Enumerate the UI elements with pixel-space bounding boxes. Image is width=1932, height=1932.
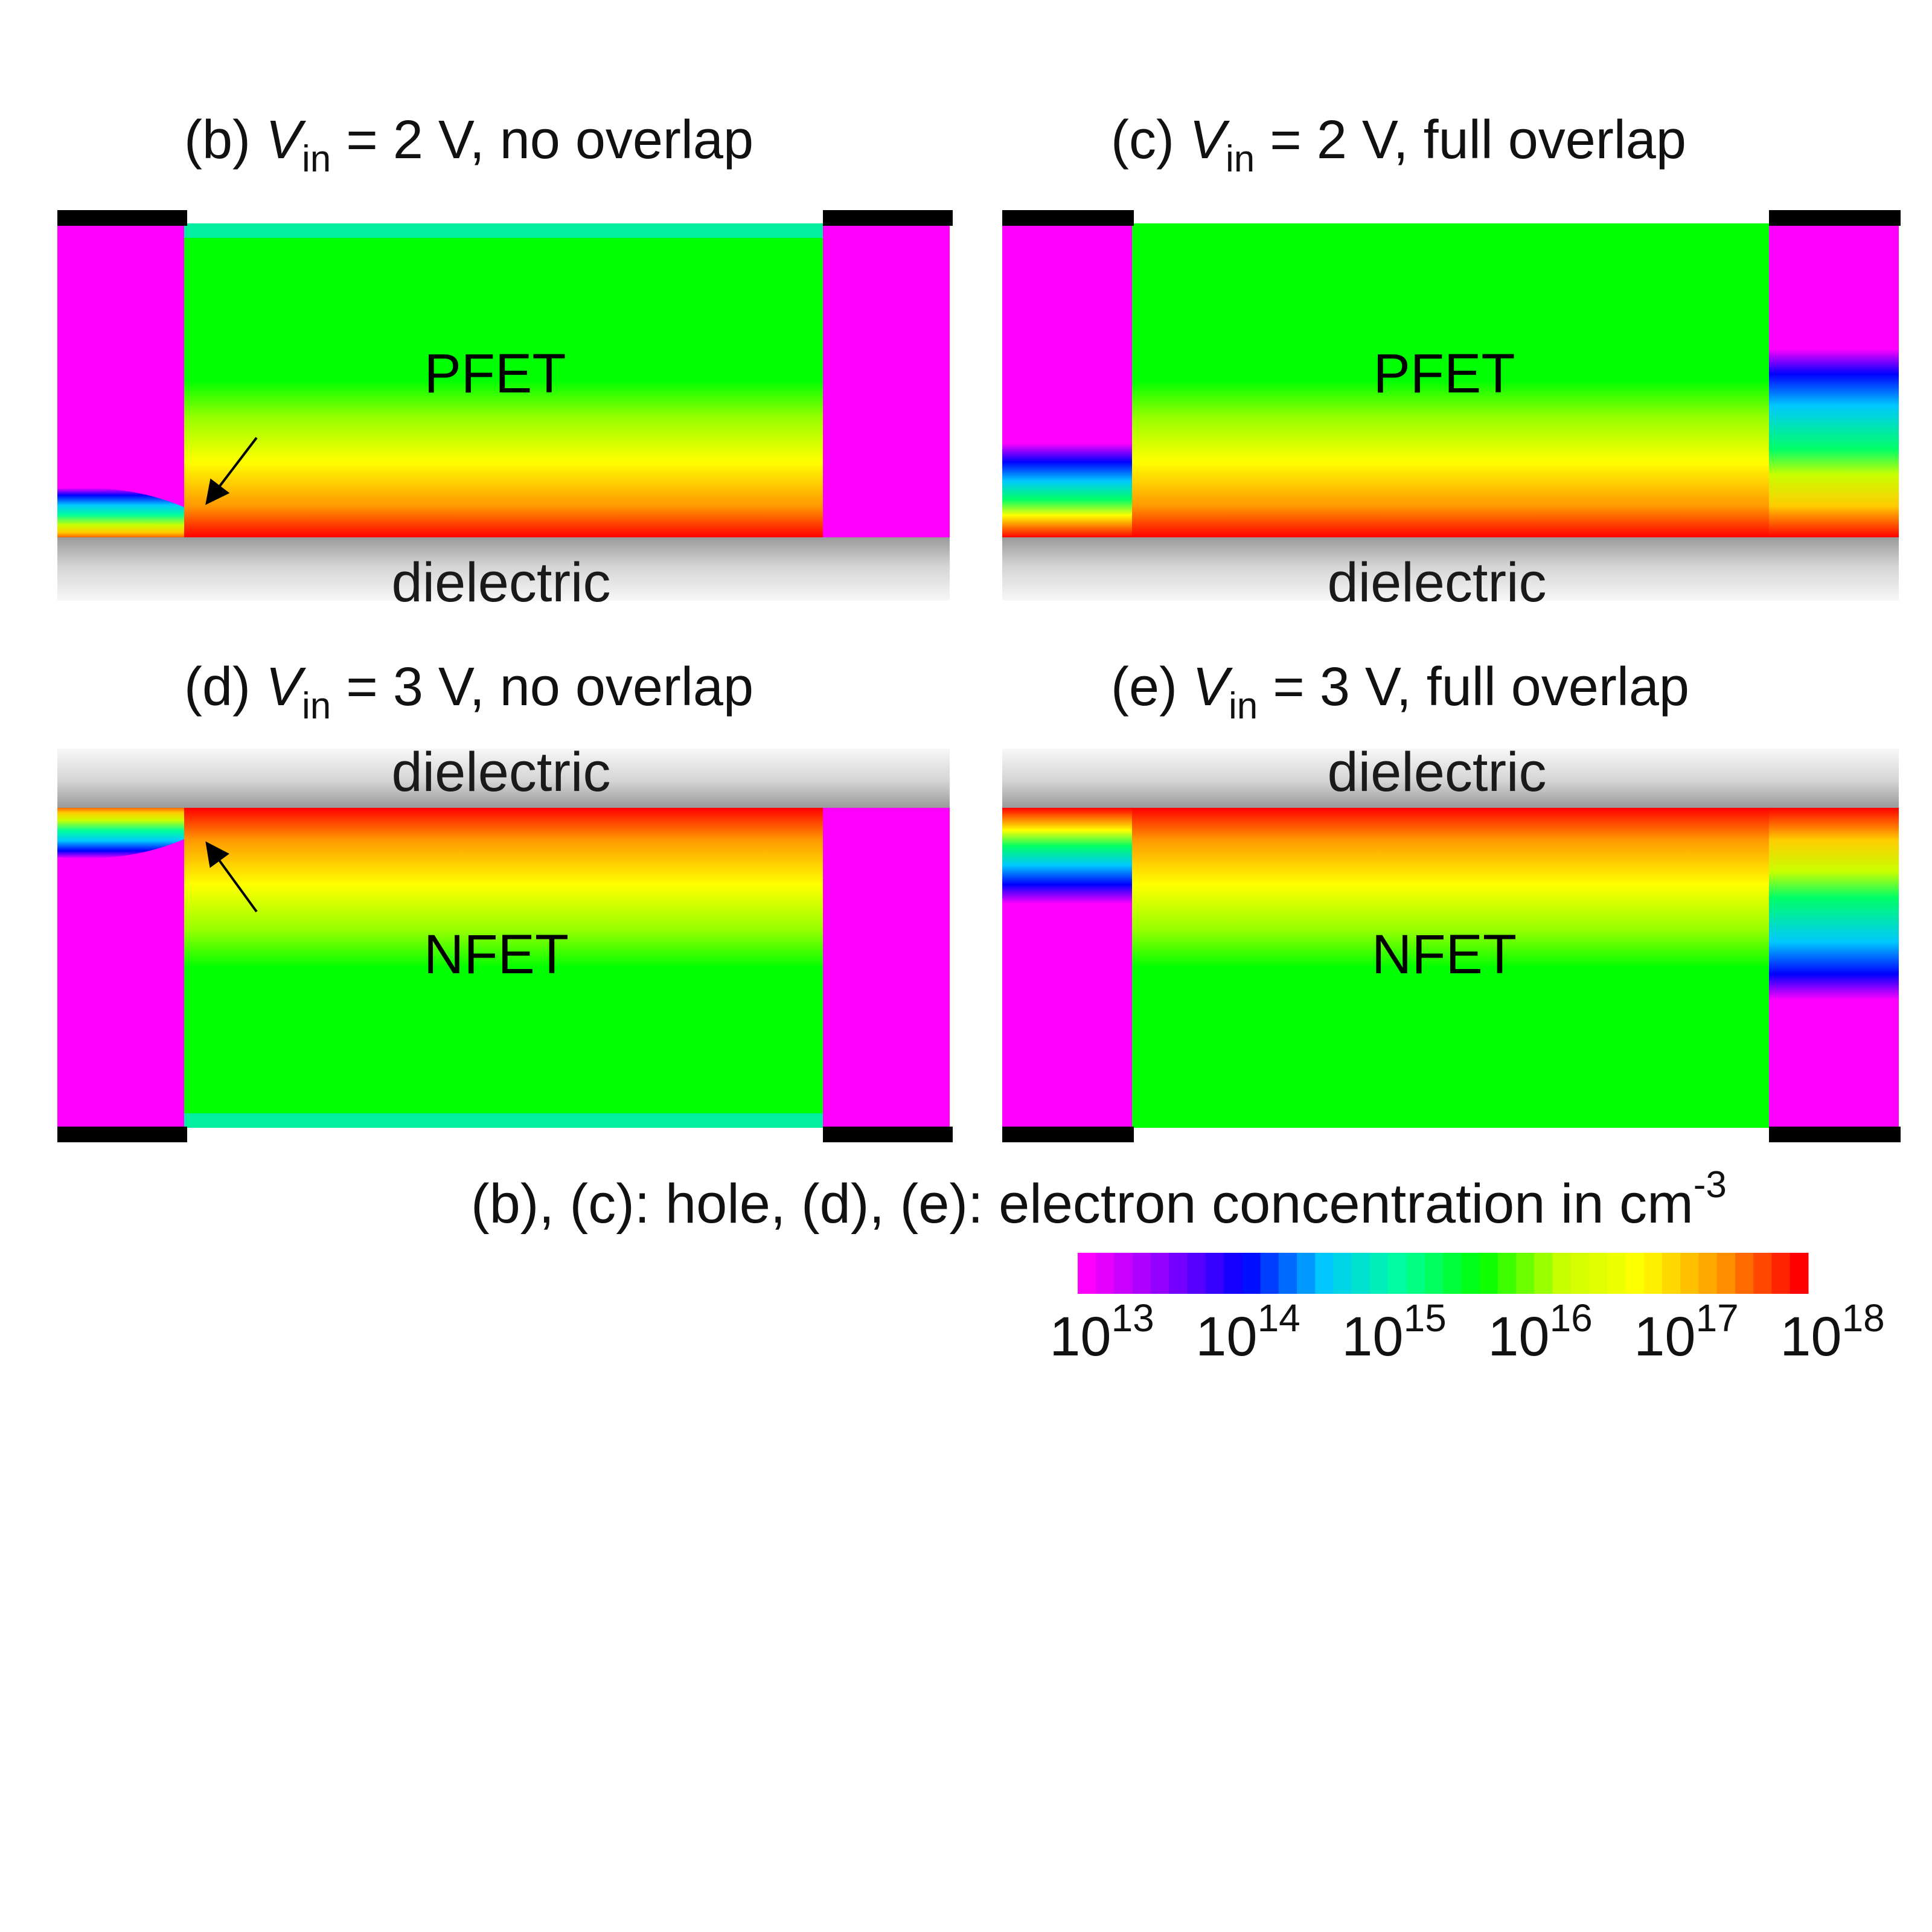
colorbar-segment xyxy=(1735,1253,1754,1294)
panel-b-contact-left-bar xyxy=(57,210,187,226)
panel-e-channel xyxy=(1132,808,1769,1128)
colorbar-segment xyxy=(1278,1253,1297,1294)
panel-e-source-contact xyxy=(1002,808,1132,1128)
panel-c-device-label: PFET xyxy=(1373,343,1515,405)
colorbar-segment xyxy=(1333,1253,1352,1294)
panel-c-title: (c) Vin = 2 V, full overlap xyxy=(1111,110,1686,180)
panel-b-contact-right-bar xyxy=(823,210,953,226)
colorbar-tick-label: 1017 xyxy=(1634,1296,1739,1367)
panel-b-source-contact xyxy=(57,223,184,537)
panel-d-contact-left-bar xyxy=(57,1127,187,1142)
colorbar-segment xyxy=(1388,1253,1407,1294)
colorbar-segment xyxy=(1242,1253,1261,1294)
panel-b-device-label: PFET xyxy=(424,343,566,405)
panel-c-channel xyxy=(1132,223,1769,537)
colorbar-segment xyxy=(1698,1253,1718,1294)
panel-b-title: (b) Vin = 2 V, no overlap xyxy=(184,110,753,180)
colorbar-segment xyxy=(1224,1253,1243,1294)
colorbar-tick-label: 1015 xyxy=(1342,1296,1447,1367)
colorbar-segment xyxy=(1078,1253,1096,1294)
panel-e-dielectric xyxy=(1002,749,1899,808)
colorbar-segment xyxy=(1351,1253,1371,1294)
panel-e-title: (e) Vin = 3 V, full overlap xyxy=(1111,657,1689,727)
panel-c-contact-right-bar xyxy=(1769,210,1901,226)
panel-e-dielectric-label: dielectric xyxy=(1327,741,1546,803)
colorbar-tick-label: 1018 xyxy=(1780,1296,1885,1367)
panel-c: (c) Vin = 2 V, full overlap dielectric P… xyxy=(1002,110,1901,613)
colorbar-segment xyxy=(1443,1253,1462,1294)
panel-d-title: (d) Vin = 3 V, no overlap xyxy=(184,657,753,727)
panel-b-drain-contact xyxy=(823,223,950,537)
colorbar-segment xyxy=(1552,1253,1572,1294)
colorbar-segment xyxy=(1096,1253,1115,1294)
panel-c-source-contact xyxy=(1002,223,1132,537)
colorbar-segment xyxy=(1406,1253,1425,1294)
panel-b-dielectric-label: dielectric xyxy=(391,552,610,613)
colorbar-segment xyxy=(1187,1253,1206,1294)
panel-e-contact-right-bar xyxy=(1769,1127,1901,1142)
colorbar-segment xyxy=(1297,1253,1316,1294)
colorbar-segment xyxy=(1114,1253,1133,1294)
colorbar-segment xyxy=(1205,1253,1224,1294)
colorbar-segment xyxy=(1424,1253,1444,1294)
colorbar-swatches xyxy=(1078,1253,1809,1294)
colorbar-segment xyxy=(1771,1253,1791,1294)
panel-e-device-label: NFET xyxy=(1372,924,1517,985)
colorbar-segment xyxy=(1570,1253,1590,1294)
colorbar-segment xyxy=(1643,1253,1663,1294)
colorbar-tick-label: 1013 xyxy=(1049,1296,1154,1367)
colorbar-segment xyxy=(1662,1253,1681,1294)
colorbar-segment xyxy=(1589,1253,1608,1294)
panel-d-dielectric-label: dielectric xyxy=(391,741,610,803)
colorbar-segment xyxy=(1516,1253,1535,1294)
colorbar-segment xyxy=(1260,1253,1279,1294)
panel-b-arrow xyxy=(205,437,258,505)
panel-c-drain-contact xyxy=(1769,223,1899,537)
panel-d-surface-layer xyxy=(184,1113,823,1128)
colorbar-ticks: 1013 1014 1015 1016 1017 1018 xyxy=(1049,1296,1885,1367)
colorbar-segment xyxy=(1534,1253,1553,1294)
colorbar-segment xyxy=(1479,1253,1499,1294)
panel-d-dielectric xyxy=(57,749,950,808)
panel-d-device-label: NFET xyxy=(424,924,569,985)
colorbar-segment xyxy=(1315,1253,1334,1294)
panel-e-drain-contact xyxy=(1769,808,1899,1128)
colorbar-tick-label: 1016 xyxy=(1488,1296,1593,1367)
colorbar-segment xyxy=(1132,1253,1151,1294)
colorbar-segment xyxy=(1625,1253,1645,1294)
panel-b-dielectric xyxy=(57,537,950,601)
panel-e-contact-left-bar xyxy=(1002,1127,1134,1142)
panel-d-channel xyxy=(184,808,823,1128)
colorbar-segment xyxy=(1497,1253,1517,1294)
colorbar-segment xyxy=(1716,1253,1736,1294)
panel-d: (d) Vin = 3 V, no overlap dielectric NFE… xyxy=(57,657,953,1142)
colorbar-segment xyxy=(1753,1253,1772,1294)
colorbar-segment xyxy=(1169,1253,1188,1294)
panel-c-contact-left-bar xyxy=(1002,210,1134,226)
colorbar-segment xyxy=(1607,1253,1626,1294)
colorbar: (b), (c): hole, (d), (e): electron conce… xyxy=(471,1164,1885,1367)
colorbar-segment xyxy=(1790,1253,1809,1294)
colorbar-segment xyxy=(1370,1253,1389,1294)
panel-b-source-band xyxy=(57,488,184,537)
panel-d-arrow xyxy=(205,841,258,913)
panel-d-drain-contact xyxy=(823,808,950,1128)
panel-b-surface-layer xyxy=(184,223,823,238)
panel-c-dielectric-label: dielectric xyxy=(1327,552,1546,613)
colorbar-segment xyxy=(1461,1253,1480,1294)
panel-d-source-contact xyxy=(57,808,184,1128)
colorbar-caption: (b), (c): hole, (d), (e): electron conce… xyxy=(471,1164,1727,1235)
panel-b-channel xyxy=(184,223,823,537)
panel-d-contact-right-bar xyxy=(823,1127,953,1142)
colorbar-segment xyxy=(1151,1253,1169,1294)
panel-e: (e) Vin = 3 V, full overlap dielectric N… xyxy=(1002,657,1901,1142)
panel-b: (b) Vin = 2 V, no overlap dielectric PFE… xyxy=(57,110,953,613)
colorbar-segment xyxy=(1680,1253,1699,1294)
colorbar-tick-label: 1014 xyxy=(1195,1296,1300,1367)
panel-c-dielectric xyxy=(1002,537,1899,601)
panel-d-source-band xyxy=(57,808,184,859)
